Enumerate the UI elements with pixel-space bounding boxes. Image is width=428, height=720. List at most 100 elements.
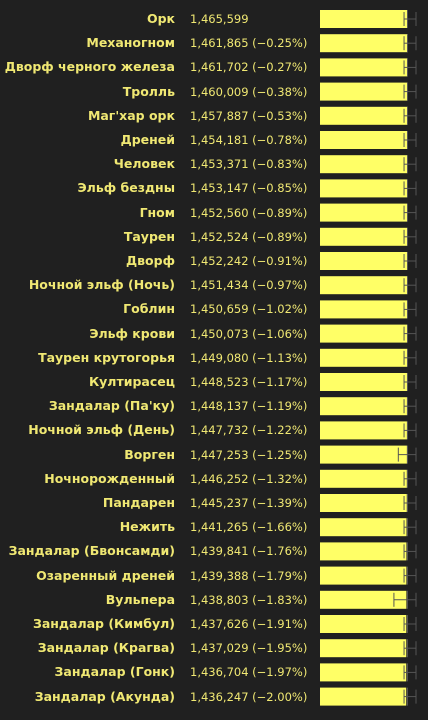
value-label: 1,448,523 (−1.17%) [190,375,308,389]
error-bar [403,566,417,585]
bar [320,58,408,77]
bar [320,106,408,125]
bar [320,590,407,609]
bar [320,155,408,174]
bar [320,276,408,295]
category-label: Гоблин [123,301,175,317]
category-label: Ночной эльф (Ночь) [28,277,175,293]
chart-row: Ночной эльф (День) 1,447,732 (−1.22%) [0,418,428,442]
chart-row: Эльф крови 1,450,073 (−1.06%) [0,322,428,346]
category-label: Тролль [122,83,175,99]
value-label: 1,465,599 [190,12,249,26]
bar [320,445,407,464]
value-label: 1,451,434 (−0.97%) [190,278,308,293]
chart-row: Орк 1,465,599 [0,7,428,31]
value-label: 1,437,029 (−1.95%) [190,641,308,656]
category-label: Эльф бездны [77,180,176,196]
chart-row: Механогном 1,461,865 (−0.25%) [0,31,428,55]
error-bar [403,421,417,440]
category-label: Пандарен [102,495,175,510]
error-bar [403,300,417,319]
chart-row: Ночнорожденный 1,446,252 (−1.32%) [0,467,428,491]
bar [320,373,407,391]
value-label: 1,453,147 (−0.85%) [190,181,308,196]
bar [320,687,407,706]
category-label: Механогном [86,35,175,51]
value-label: 1,439,841 (−1.76%) [190,544,308,559]
bar [320,34,408,53]
value-label: 1,461,865 (−0.25%) [190,36,308,51]
chart-row: Дворф черного железа 1,461,702 (−0.27%) [0,55,428,79]
chart-row: Озаренный дреней 1,439,388 (−1.79%) [0,564,428,588]
error-bar [403,252,417,270]
value-label: 1,438,803 (−1.83%) [190,592,308,607]
value-label: 1,454,181 (−0.78%) [190,133,308,147]
error-bar [403,373,417,391]
chart-row: Дворф 1,452,242 (−0.91%) [0,249,428,273]
bar [320,10,408,28]
value-label: 1,452,524 (−0.89%) [190,229,308,244]
error-bar [403,106,417,125]
error-bar [403,203,417,222]
value-label: 1,461,702 (−0.27%) [190,60,308,75]
chart-row: Култирасец 1,448,523 (−1.17%) [0,370,428,394]
error-bar [403,131,417,149]
error-bar [403,82,417,101]
category-label: Ночнорожденный [44,470,175,486]
chart-row: Нежить 1,441,265 (−1.66%) [0,515,428,539]
value-label: 1,452,242 (−0.91%) [190,254,308,268]
category-label: Зандалар (Бвонсамди) [8,543,175,559]
error-bar [397,445,417,464]
category-label: Ночной эльф (День) [28,422,175,438]
value-label: 1,436,704 (−1.97%) [190,665,308,680]
value-label: 1,448,137 (−1.19%) [190,399,308,414]
chart-row: Зандалар (Акунда) 1,436,247 (−2.00%) [0,685,428,709]
chart-row: Гном 1,452,560 (−0.89%) [0,201,428,225]
bar [320,494,407,512]
error-bar [403,494,417,512]
category-label: Эльф крови [89,325,175,341]
chart-row: Вульпера 1,438,803 (−1.83%) [0,588,428,612]
chart-row: Зандалар (Гонк) 1,436,704 (−1.97%) [0,660,428,684]
bar [320,348,408,367]
chart-row: Гоблин 1,450,659 (−1.02%) [0,297,428,321]
value-label: 1,447,253 (−1.25%) [190,447,308,462]
chart-row: Зандалар (Кимбул) 1,437,626 (−1.91%) [0,612,428,636]
bar [320,227,408,246]
value-label: 1,457,887 (−0.53%) [190,108,308,123]
value-label: 1,447,732 (−1.22%) [190,423,308,438]
error-bar [403,10,417,28]
category-label: Таурен крутогорья [38,349,175,365]
bar [320,566,407,585]
category-label: Гном [139,204,175,220]
value-label: 1,439,388 (−1.79%) [190,568,308,583]
chart-row: Зандалар (Па'ку) 1,448,137 (−1.19%) [0,394,428,418]
value-label: 1,436,247 (−2.00%) [190,689,308,704]
category-label: Зандалар (Акунда) [34,688,175,704]
error-bar [403,687,417,706]
bar [320,663,407,682]
category-label: Зандалар (Гонк) [54,664,175,680]
category-label: Дворф [126,253,175,268]
error-bar [403,469,417,488]
error-bar [403,348,417,367]
category-label: Орк [146,11,175,26]
value-label: 1,445,237 (−1.39%) [190,496,308,510]
bar [320,397,407,416]
bar [320,82,408,101]
error-bar [403,179,417,198]
error-bar [403,397,417,416]
category-label: Таурен [123,228,175,244]
chart-row: Таурен крутогорья 1,449,080 (−1.13%) [0,346,428,370]
chart-row: Маг'хар орк 1,457,887 (−0.53%) [0,104,428,128]
value-label: 1,450,073 (−1.06%) [190,326,308,341]
bar [320,131,408,149]
category-label: Озаренный дреней [36,567,175,583]
category-label: Дреней [120,132,175,147]
value-label: 1,452,560 (−0.89%) [190,205,308,220]
value-label: 1,446,252 (−1.32%) [190,471,308,486]
chart-row: Ворген 1,447,253 (−1.25%) [0,443,428,467]
bar [320,421,407,440]
bar [320,639,407,658]
value-label: 1,441,265 (−1.66%) [190,520,308,535]
